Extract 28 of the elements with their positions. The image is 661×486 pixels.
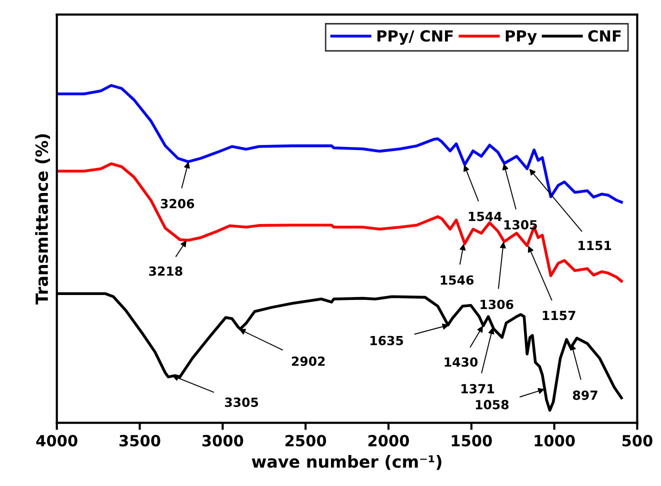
annotation: 3206 <box>160 198 194 208</box>
legend-label: PPy/ CNF <box>377 30 453 45</box>
x-tick-label: 4000 <box>36 434 78 446</box>
legend-label: PPy <box>506 30 537 45</box>
annotation: 1371 <box>462 384 494 394</box>
x-tick-label: 3000 <box>202 434 244 446</box>
annotation: 1544 <box>468 212 502 222</box>
x-tick-label: 1000 <box>534 434 575 446</box>
x-tick-label: 2500 <box>286 434 326 446</box>
y-axis-title: Transmittance (%) <box>35 134 50 305</box>
annotation: 1157 <box>542 310 576 320</box>
annotation: 1305 <box>504 220 537 230</box>
x-tick-label: 2000 <box>368 434 410 446</box>
annotation: 1430 <box>444 357 478 367</box>
x-tick-label: 1500 <box>452 434 492 446</box>
legend-label: CNF <box>588 30 621 42</box>
annotation: 1058 <box>476 400 509 410</box>
annotation: 897 <box>572 390 598 400</box>
x-tick-label: 3500 <box>120 434 160 446</box>
annotation: 3305 <box>224 398 258 407</box>
x-tick-label: 500 <box>622 434 652 446</box>
annotation: 3218 <box>149 266 182 276</box>
annotation: 1635 <box>370 336 404 346</box>
annotation: 2902 <box>292 356 325 366</box>
annotation: 1546 <box>440 275 474 285</box>
x-axis-title: wave number (cm⁻¹) <box>252 454 442 470</box>
annotation: 1306 <box>480 300 514 310</box>
annotation: 1151 <box>578 240 612 250</box>
